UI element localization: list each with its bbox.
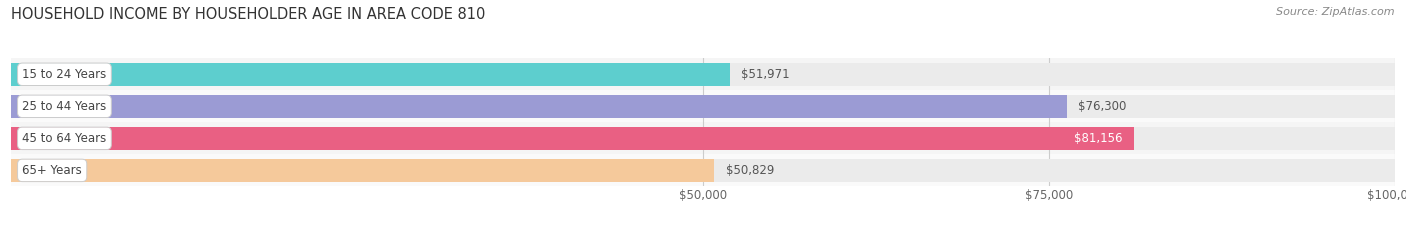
Text: HOUSEHOLD INCOME BY HOUSEHOLDER AGE IN AREA CODE 810: HOUSEHOLD INCOME BY HOUSEHOLDER AGE IN A… [11,7,485,22]
Bar [11,95,1395,118]
Bar [11,95,1067,118]
Text: Source: ZipAtlas.com: Source: ZipAtlas.com [1277,7,1395,17]
Text: 25 to 44 Years: 25 to 44 Years [22,100,107,113]
Text: 15 to 24 Years: 15 to 24 Years [22,68,107,81]
Bar [11,63,730,86]
Text: $51,971: $51,971 [741,68,790,81]
Text: 45 to 64 Years: 45 to 64 Years [22,132,107,145]
Bar [11,127,1135,150]
Bar [11,127,1395,150]
Bar [11,154,1395,186]
Bar [11,63,1395,86]
Text: $50,829: $50,829 [725,164,773,177]
Text: $76,300: $76,300 [1078,100,1126,113]
Text: 65+ Years: 65+ Years [22,164,82,177]
Text: $81,156: $81,156 [1074,132,1123,145]
Bar [11,159,1395,182]
Bar [11,122,1395,154]
Bar [11,90,1395,122]
Bar [11,159,714,182]
Bar [11,58,1395,90]
